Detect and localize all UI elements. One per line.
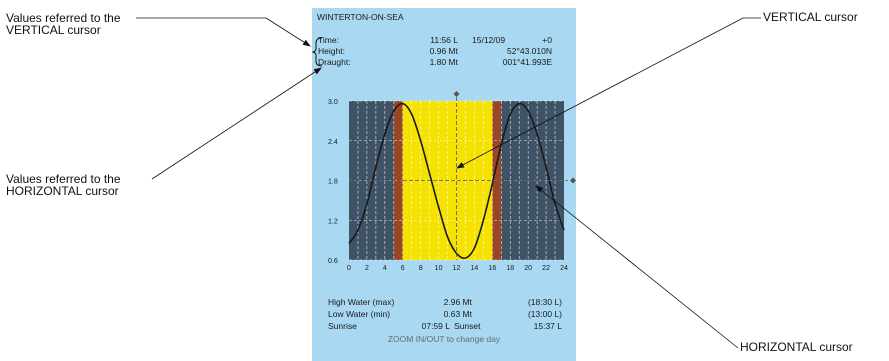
x-tick-label-12: 24 xyxy=(560,265,568,272)
low-water-time: (13:00 L) xyxy=(527,309,562,319)
draught-label: Draught: xyxy=(318,57,351,67)
callout-horizontal-values-line1: Values referred to the xyxy=(6,172,121,186)
x-tick-label-10: 20 xyxy=(524,265,532,272)
leader-horizontal-values xyxy=(151,67,322,180)
sunset-value: 15:37 L xyxy=(533,321,562,331)
callout-vertical-cursor: VERTICAL cursor xyxy=(763,10,858,24)
x-tick-label-2: 4 xyxy=(383,265,387,272)
callout-vertical-values-line1: Values referred to the xyxy=(6,11,121,25)
height-value: 0.96 Mt xyxy=(429,46,458,56)
x-tick-label-0: 0 xyxy=(347,265,351,272)
leader-vertical-values xyxy=(136,17,311,47)
callout-horizontal-values-line2: HORIZONTAL cursor xyxy=(6,184,119,198)
y-tick-label-1: 2.4 xyxy=(328,139,338,146)
x-tick-label-1: 2 xyxy=(365,265,369,272)
x-tick-label-3: 6 xyxy=(401,265,405,272)
y-tick-label-4: 0.6 xyxy=(328,258,338,265)
high-water-label: High Water (max) xyxy=(328,297,395,307)
y-tick-label-0: 3.0 xyxy=(328,99,338,106)
time-label: Time: xyxy=(318,35,339,45)
y-tick-label-2: 1.8 xyxy=(328,179,338,186)
high-water-time: (18:30 L) xyxy=(527,297,562,307)
x-tick-label-7: 14 xyxy=(471,265,479,272)
vertical-cursor-marker xyxy=(453,91,460,97)
x-tick-label-8: 16 xyxy=(488,265,496,272)
low-water-label: Low Water (min) xyxy=(328,309,391,319)
x-tick-label-11: 22 xyxy=(542,265,550,272)
location-title: WINTERTON-ON-SEA xyxy=(317,12,404,22)
horizontal-cursor-marker xyxy=(570,177,576,184)
height-label: Height: xyxy=(318,46,345,56)
x-tick-label-4: 8 xyxy=(419,265,423,272)
callout-horizontal-cursor: HORIZONTAL cursor xyxy=(740,340,853,354)
low-water-value: 0.63 Mt xyxy=(443,309,472,319)
draught-value: 1.80 Mt xyxy=(429,57,458,67)
y-tick-label-3: 1.2 xyxy=(328,218,338,225)
x-tick-label-5: 10 xyxy=(435,265,443,272)
callout-vertical-values-line2: VERTICAL cursor xyxy=(6,23,101,37)
x-tick-label-9: 18 xyxy=(506,265,514,272)
sunrise-label: Sunrise xyxy=(328,321,357,331)
zoom-hint: ZOOM IN/OUT to change day xyxy=(387,334,501,344)
high-water-value: 2.96 Mt xyxy=(443,297,472,307)
time-value: 11:56 L xyxy=(430,35,458,45)
sunrise-value: 07:59 L xyxy=(421,321,450,331)
tide-screen: WINTERTON-ON-SEA Time: 11:56 L 15/12/09 … xyxy=(312,8,576,361)
tide-chart: 3.02.41.81.20.60 2 4 6 8 10 12 14 16 18 20 22 24 xyxy=(328,91,576,272)
sunset-label: Sunset xyxy=(454,321,481,331)
x-tick-label-6: 12 xyxy=(453,265,461,272)
